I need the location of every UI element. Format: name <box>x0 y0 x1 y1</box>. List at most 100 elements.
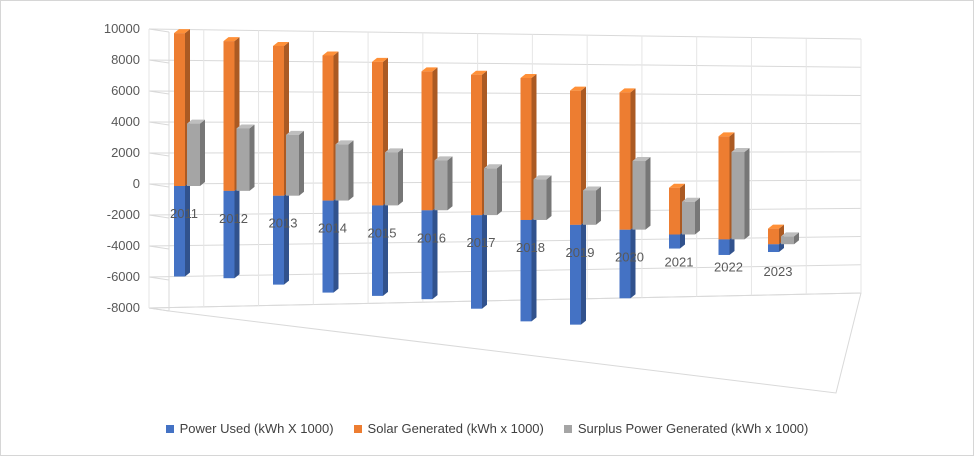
chart-floor <box>148 292 862 394</box>
bar-power-used-side <box>729 235 735 255</box>
bar-solar-generated-top <box>718 132 735 137</box>
bar-solar-generated <box>421 71 433 211</box>
bar-surplus-power-side <box>645 157 651 230</box>
gridline-side <box>148 59 170 64</box>
bar-surplus-power <box>533 179 547 220</box>
gridline <box>148 28 862 40</box>
legend-label-power-used: Power Used (kWh X 1000) <box>179 421 334 436</box>
x-tick-label: 2014 <box>318 221 347 236</box>
bar-surplus-power <box>286 134 299 196</box>
bar-surplus-power-top <box>187 119 205 124</box>
legend-swatch-power-used <box>165 424 174 433</box>
bar-surplus-power-side <box>299 130 304 196</box>
y-tick-label: -8000 <box>107 300 140 315</box>
legend-label-surplus-power: Surplus Power Generated (kWh x 1000) <box>577 421 809 436</box>
bar-solar-generated-top <box>768 224 784 229</box>
bar-power-used-side <box>531 215 537 322</box>
bar-surplus-power-top <box>484 164 502 169</box>
x-tick-label: 2022 <box>714 259 743 274</box>
y-tick-label: 6000 <box>111 83 140 98</box>
bar-surplus-power <box>434 160 448 211</box>
bar-surplus-power-top <box>682 197 700 202</box>
bar-surplus-power-top <box>781 232 799 237</box>
bar-power-used-side <box>482 211 487 309</box>
bar-surplus-power <box>583 190 596 225</box>
bar-power-used <box>322 200 334 293</box>
x-tick-label: 2012 <box>219 211 248 226</box>
gridline-side <box>148 276 170 281</box>
bar-surplus-power-side <box>348 140 354 201</box>
bar-surplus-power-side <box>447 156 453 211</box>
x-tick-label: 2015 <box>368 225 397 240</box>
bar-solar-generated <box>322 55 334 201</box>
bar-power-used <box>768 244 779 253</box>
gridline <box>148 151 862 154</box>
bar-power-used-side <box>680 230 685 249</box>
gridline-side <box>148 307 170 312</box>
legend-item-power-used: Power Used (kWh X 1000) <box>165 421 334 436</box>
bar-solar-generated-top <box>372 57 388 62</box>
gridline <box>148 59 862 68</box>
y-tick-label: 8000 <box>111 52 140 67</box>
y-tick-label: 4000 <box>111 114 140 129</box>
bar-surplus-power-side <box>596 186 601 225</box>
bar-power-used-side <box>383 201 388 296</box>
bar-surplus-power-top <box>533 175 552 180</box>
bar-surplus-power <box>632 161 646 230</box>
gridline-side <box>148 90 170 95</box>
bar-surplus-power-side <box>497 164 502 216</box>
bar-power-used-side <box>185 182 190 277</box>
bar-power-used <box>520 219 532 322</box>
bar-solar-generated <box>718 136 730 240</box>
bar-surplus-power <box>484 168 497 216</box>
bar-solar-generated-top <box>570 86 586 91</box>
bar-power-used <box>372 205 383 296</box>
bar-power-used <box>718 239 730 255</box>
gridline <box>148 236 862 247</box>
x-tick-label: 2019 <box>566 245 595 260</box>
bar-solar-generated <box>273 45 284 196</box>
x-tick-label: 2023 <box>764 264 793 279</box>
gridline-side <box>148 214 170 219</box>
bar-surplus-power-side <box>249 124 255 191</box>
bar-surplus-power-side <box>744 148 750 240</box>
bar-solar-generated <box>669 187 680 235</box>
bar-solar-generated <box>471 74 482 216</box>
x-tick-label: 2013 <box>269 216 298 231</box>
bar-surplus-power-top <box>632 157 651 162</box>
bar-chart-3d: 10000 8000 6000 4000 2000 0 -2000 -4000 -6000 -80… <box>104 21 862 394</box>
bar-surplus-power-side <box>695 197 700 235</box>
bar-solar-generated <box>174 33 185 187</box>
gridline <box>148 179 862 185</box>
legend-item-solar-generated: Solar Generated (kWh x 1000) <box>353 421 544 436</box>
bar-solar-generated-top <box>273 41 289 46</box>
gridline-side <box>148 245 170 250</box>
bar-surplus-power <box>335 144 349 201</box>
bar-power-used-side <box>284 191 289 285</box>
bar-solar-generated-top <box>669 183 685 188</box>
bar-surplus-power-top <box>731 148 750 153</box>
bar-power-used <box>619 229 631 299</box>
bar-power-used-side <box>581 220 586 325</box>
y-tick-label: -2000 <box>107 207 140 222</box>
bar-solar-generated-top <box>223 37 240 42</box>
bar-solar-generated-top <box>322 51 339 56</box>
legend-swatch-surplus-power <box>563 424 572 433</box>
bar-power-used <box>471 215 482 309</box>
y-tick-label: -4000 <box>107 238 140 253</box>
bar-power-used-side <box>333 196 339 293</box>
bar-surplus-power-top <box>286 130 304 135</box>
bar-power-used <box>223 190 235 279</box>
bar-solar-generated-top <box>520 73 537 78</box>
gridline-side <box>148 152 170 157</box>
gridline <box>148 121 862 125</box>
bar-surplus-power <box>731 152 745 240</box>
bar-surplus-power-top <box>385 148 403 153</box>
bar-solar-generated-top <box>471 70 487 75</box>
x-tick-label: 2020 <box>615 250 644 265</box>
bar-solar-generated <box>570 90 581 225</box>
bar-surplus-power-top <box>335 140 354 145</box>
bar-power-used <box>421 210 433 300</box>
y-tick-label: -6000 <box>107 269 140 284</box>
